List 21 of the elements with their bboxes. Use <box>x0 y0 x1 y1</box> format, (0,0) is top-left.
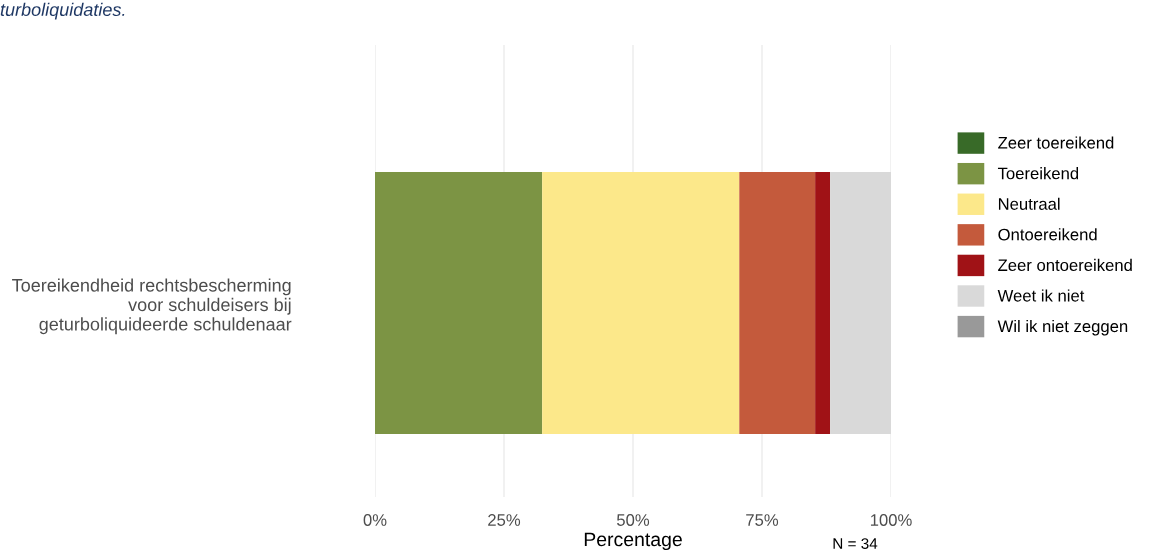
legend-label: Toereikend <box>997 167 1079 180</box>
x-tick-label: 0% <box>363 514 387 526</box>
legend-label: Weet ik niet <box>997 289 1085 302</box>
legend-label: Neutraal <box>998 197 1060 210</box>
text: turboliquidaties. <box>0 2 125 20</box>
x-tick-label: 75% <box>746 514 779 526</box>
text: N = 34 <box>833 538 878 549</box>
bar <box>815 172 831 435</box>
legend-label: Wil ik niet zeggen <box>997 319 1128 336</box>
x-tick-label: 50% <box>616 514 650 526</box>
x-tick-label: 25% <box>488 514 521 526</box>
bar <box>739 172 816 435</box>
bar <box>375 172 543 435</box>
legend-label: Zeer toereikend <box>998 136 1114 149</box>
y-tick-label: Toereikendheid rechtsbescherming voor schuldeisers bij geturboliquideerde schuldenaar <box>12 278 292 335</box>
x-axis-title: Percentage <box>584 532 682 551</box>
legend-label: Zeer ontoereikend <box>998 258 1132 272</box>
bar <box>830 172 891 435</box>
bar <box>542 172 740 435</box>
legend-label: Ontoereikend <box>998 228 1097 241</box>
x-tick-label: 100% <box>870 514 912 526</box>
